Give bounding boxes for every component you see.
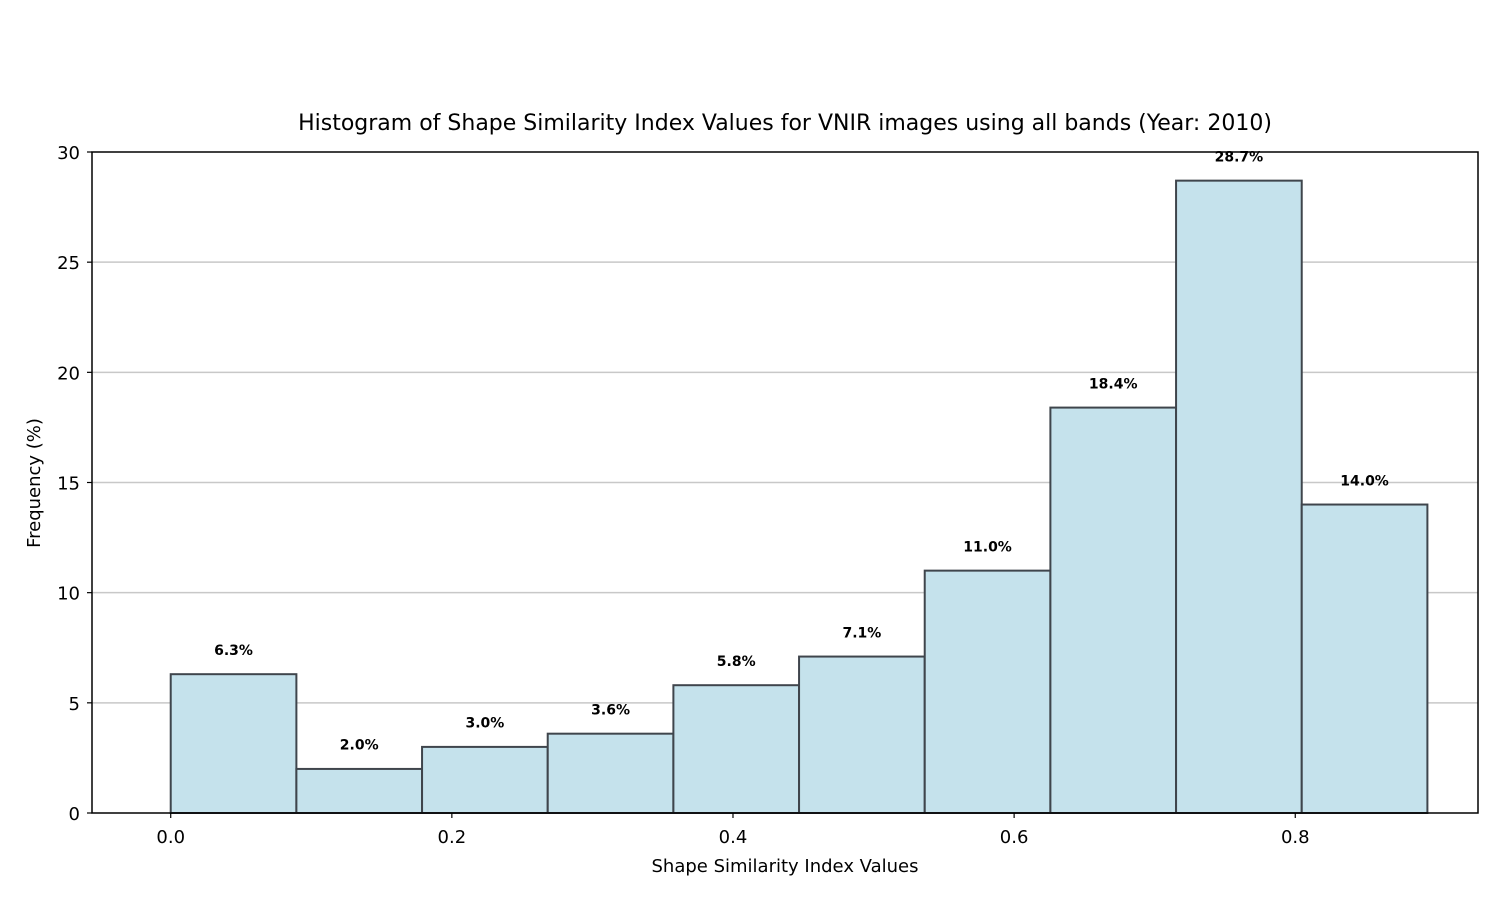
bar-data-label: 3.0% bbox=[465, 716, 504, 732]
histogram-bar bbox=[1049, 406, 1178, 814]
y-tick-label: 30 bbox=[57, 143, 80, 164]
histogram-bar bbox=[1175, 179, 1303, 815]
y-axis-ticks: 0 5 10 15 20 25 30 bbox=[57, 143, 92, 825]
histogram-bar bbox=[421, 745, 549, 815]
histogram-bar bbox=[672, 684, 801, 814]
y-tick-label: 20 bbox=[57, 363, 80, 384]
y-tick-label: 10 bbox=[57, 584, 80, 605]
x-axis-ticks: 0.0 0.2 0.4 0.6 0.8 bbox=[156, 813, 1310, 848]
bars bbox=[169, 179, 1429, 815]
x-tick-label: 0.8 bbox=[1281, 827, 1310, 848]
histogram-bar bbox=[1300, 503, 1429, 814]
bar-data-label: 6.3% bbox=[214, 643, 253, 659]
bar-data-label: 18.4% bbox=[1089, 376, 1138, 392]
bar-data-label: 5.8% bbox=[717, 654, 756, 670]
histogram-bar bbox=[546, 732, 675, 814]
histogram-bar bbox=[169, 673, 298, 814]
x-axis-label: Shape Similarity Index Values bbox=[652, 856, 919, 877]
histogram-bar bbox=[798, 655, 926, 815]
bar-data-label: 2.0% bbox=[340, 738, 379, 754]
y-tick-label: 25 bbox=[57, 253, 80, 274]
x-tick-label: 0.6 bbox=[1000, 827, 1029, 848]
y-axis-label: Frequency (%) bbox=[24, 418, 45, 548]
bar-data-label: 7.1% bbox=[842, 625, 881, 641]
bar-data-labels: 6.3% 2.0% 3.0% 3.6% 5.8% 7.1% 11.0% 18.4% 28.7% 1… bbox=[214, 149, 1389, 753]
x-tick-label: 0.0 bbox=[156, 827, 185, 848]
x-tick-label: 0.2 bbox=[438, 827, 467, 848]
histogram-bar bbox=[923, 569, 1052, 815]
bar-data-label: 28.7% bbox=[1215, 149, 1264, 165]
bar-data-label: 14.0% bbox=[1340, 473, 1389, 489]
y-tick-label: 0 bbox=[69, 804, 80, 825]
chart-title: Histogram of Shape Similarity Index Valu… bbox=[298, 111, 1272, 136]
y-tick-label: 15 bbox=[57, 474, 80, 495]
bar-data-label: 11.0% bbox=[963, 539, 1012, 555]
histogram-bar bbox=[295, 767, 424, 815]
bar-data-label: 3.6% bbox=[591, 702, 630, 718]
x-tick-label: 0.4 bbox=[719, 827, 748, 848]
y-tick-label: 5 bbox=[69, 694, 80, 715]
